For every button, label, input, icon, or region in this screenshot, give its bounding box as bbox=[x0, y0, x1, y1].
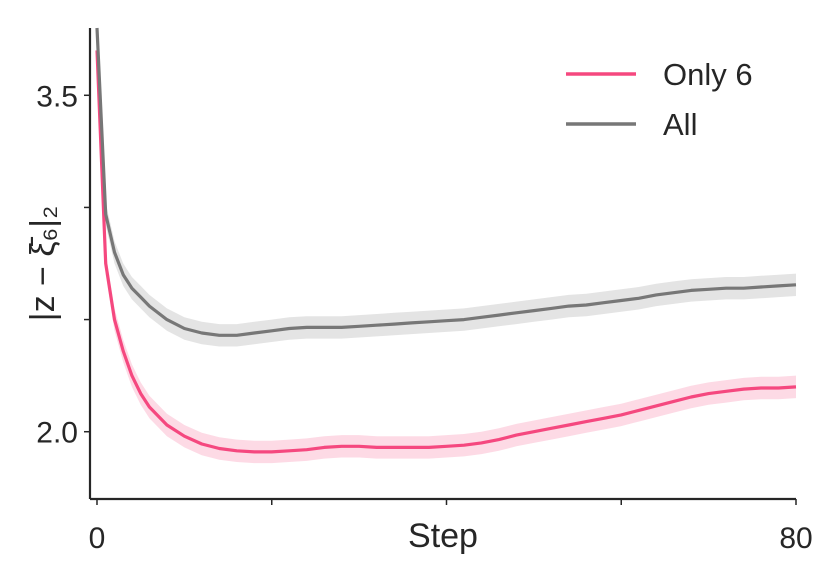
series-line-1 bbox=[95, 27, 797, 337]
y-tick-label: 3.5 bbox=[36, 80, 78, 113]
series-line-0 bbox=[95, 50, 797, 454]
y-tick-label: 2.0 bbox=[36, 417, 78, 450]
series-lines bbox=[95, 27, 797, 454]
x-axis-label: Step bbox=[408, 517, 478, 555]
legend-label: Only 6 bbox=[663, 57, 753, 92]
x-tick-label: 0 bbox=[89, 522, 106, 555]
series-band-1 bbox=[97, 28, 796, 347]
series-band-0 bbox=[97, 39, 796, 464]
legend-label: All bbox=[663, 107, 697, 142]
legend: Only 6 All bbox=[566, 57, 753, 142]
axes: 0 80 2.0 3.5 bbox=[36, 28, 813, 555]
x-tick-label: 80 bbox=[779, 522, 812, 555]
y-axis-label: |z − ξ̄₆|₂ bbox=[24, 206, 62, 322]
confidence-bands bbox=[97, 28, 796, 464]
